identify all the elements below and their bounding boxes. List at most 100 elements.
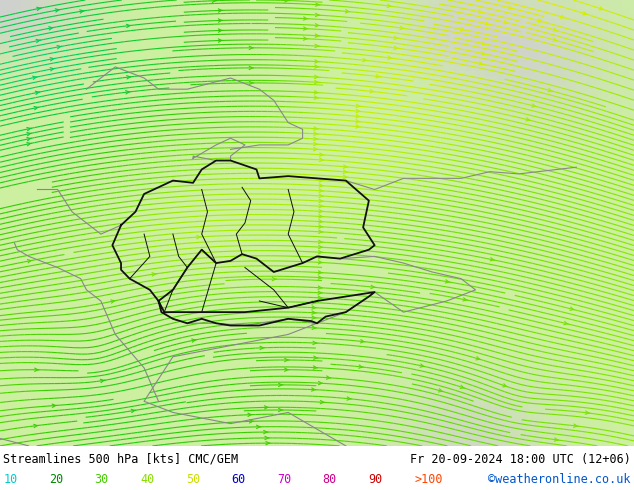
FancyArrowPatch shape [314,65,319,68]
FancyArrowPatch shape [553,28,557,31]
FancyArrowPatch shape [152,273,157,276]
FancyArrowPatch shape [320,400,325,404]
FancyArrowPatch shape [313,366,318,369]
FancyArrowPatch shape [319,184,323,187]
FancyArrowPatch shape [131,409,136,413]
FancyArrowPatch shape [27,132,32,136]
FancyArrowPatch shape [314,137,318,141]
FancyArrowPatch shape [318,296,323,299]
FancyArrowPatch shape [394,46,398,49]
FancyArrowPatch shape [80,10,84,13]
FancyArrowPatch shape [356,104,361,108]
FancyArrowPatch shape [318,240,323,244]
FancyArrowPatch shape [304,17,308,20]
FancyArrowPatch shape [570,307,574,310]
FancyArrowPatch shape [376,74,380,78]
FancyArrowPatch shape [320,153,324,156]
FancyArrowPatch shape [272,277,276,281]
FancyArrowPatch shape [34,106,39,110]
FancyArrowPatch shape [278,408,283,412]
FancyArrowPatch shape [314,91,319,94]
FancyArrowPatch shape [285,0,289,2]
FancyArrowPatch shape [313,341,317,344]
FancyArrowPatch shape [319,199,323,203]
FancyArrowPatch shape [249,66,254,70]
FancyArrowPatch shape [503,384,507,387]
FancyArrowPatch shape [476,357,481,360]
FancyArrowPatch shape [312,316,316,319]
FancyArrowPatch shape [356,109,361,113]
FancyArrowPatch shape [278,383,283,387]
FancyArrowPatch shape [218,29,223,32]
FancyArrowPatch shape [344,170,348,173]
FancyArrowPatch shape [35,368,39,371]
FancyArrowPatch shape [585,411,590,414]
FancyArrowPatch shape [50,58,55,61]
FancyArrowPatch shape [554,438,559,441]
Text: 10: 10 [3,472,17,486]
FancyArrowPatch shape [560,15,566,18]
FancyArrowPatch shape [460,385,465,389]
FancyArrowPatch shape [315,24,320,27]
FancyArrowPatch shape [316,3,320,6]
FancyArrowPatch shape [356,115,361,118]
FancyArrowPatch shape [248,413,252,416]
Text: 60: 60 [231,472,245,486]
FancyArrowPatch shape [265,436,269,440]
FancyArrowPatch shape [460,27,465,31]
FancyArrowPatch shape [346,10,350,13]
FancyArrowPatch shape [55,9,60,12]
FancyArrowPatch shape [319,230,323,233]
FancyArrowPatch shape [318,381,323,385]
FancyArrowPatch shape [312,326,316,329]
FancyArrowPatch shape [394,36,398,39]
FancyArrowPatch shape [564,321,569,325]
FancyArrowPatch shape [327,376,331,379]
FancyArrowPatch shape [36,39,41,43]
FancyArrowPatch shape [312,321,316,324]
FancyArrowPatch shape [304,27,308,30]
FancyArrowPatch shape [304,37,308,40]
FancyArrowPatch shape [343,175,347,178]
FancyArrowPatch shape [314,147,318,151]
Text: >100: >100 [414,472,443,486]
FancyArrowPatch shape [363,58,367,62]
FancyArrowPatch shape [49,26,53,30]
FancyArrowPatch shape [583,12,588,15]
FancyArrowPatch shape [314,132,318,135]
Text: 20: 20 [49,472,63,486]
FancyArrowPatch shape [264,406,269,409]
FancyArrowPatch shape [27,260,32,263]
FancyArrowPatch shape [285,368,289,371]
FancyArrowPatch shape [319,194,323,197]
FancyArrowPatch shape [27,138,32,141]
FancyArrowPatch shape [27,143,32,146]
FancyArrowPatch shape [319,210,323,213]
FancyArrowPatch shape [311,388,316,391]
FancyArrowPatch shape [504,21,508,24]
FancyArrowPatch shape [526,118,531,121]
FancyArrowPatch shape [359,365,363,368]
FancyArrowPatch shape [481,51,486,55]
FancyArrowPatch shape [126,24,131,27]
FancyArrowPatch shape [318,291,323,294]
FancyArrowPatch shape [57,46,61,49]
FancyArrowPatch shape [314,80,319,84]
FancyArrowPatch shape [318,245,323,249]
FancyArrowPatch shape [318,286,323,289]
FancyArrowPatch shape [356,120,360,123]
FancyArrowPatch shape [315,44,320,48]
FancyArrowPatch shape [197,236,201,239]
FancyArrowPatch shape [553,38,557,41]
FancyArrowPatch shape [319,225,323,228]
FancyArrowPatch shape [111,300,115,303]
FancyArrowPatch shape [249,420,254,423]
FancyArrowPatch shape [312,301,316,304]
FancyArrowPatch shape [356,125,360,128]
FancyArrowPatch shape [318,250,323,254]
FancyArrowPatch shape [285,358,289,362]
FancyArrowPatch shape [257,425,261,429]
FancyArrowPatch shape [37,7,41,10]
FancyArrowPatch shape [478,10,482,13]
FancyArrowPatch shape [599,7,604,10]
